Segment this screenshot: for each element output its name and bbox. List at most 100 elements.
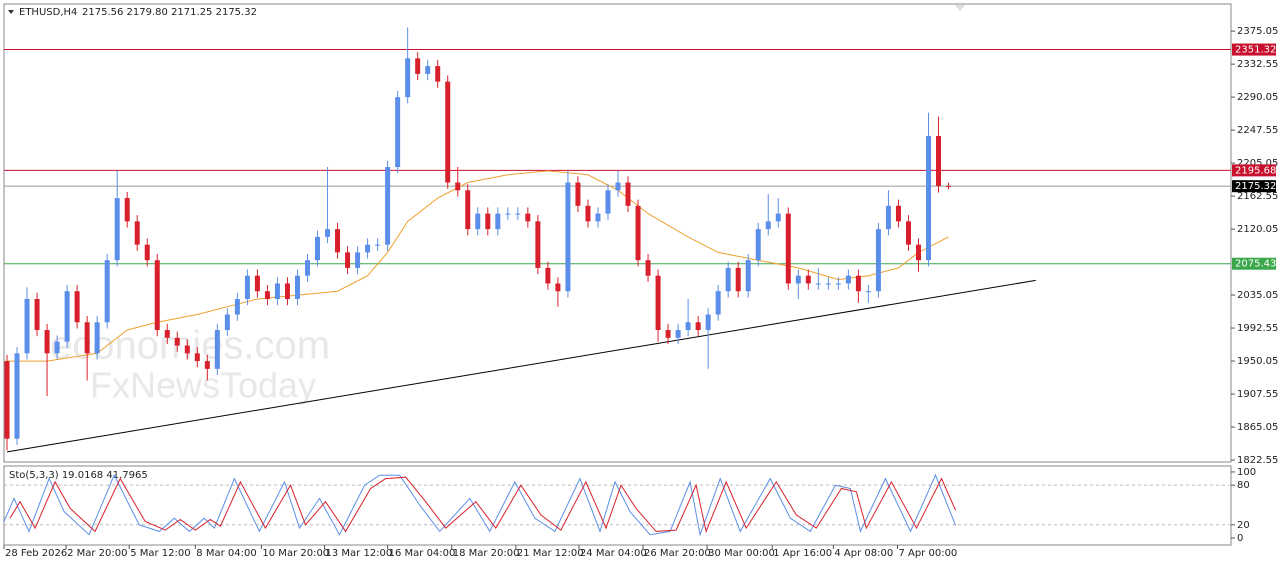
candle-body bbox=[785, 213, 791, 284]
candle-body bbox=[775, 213, 781, 222]
candle-body bbox=[525, 213, 531, 222]
y-tick-label: 80 bbox=[1237, 480, 1250, 491]
candle-body bbox=[214, 330, 220, 369]
candle-body bbox=[94, 322, 100, 354]
candle-body bbox=[535, 221, 541, 268]
candle-body bbox=[885, 205, 891, 230]
y-tick-label: 2290.05 bbox=[1237, 92, 1278, 103]
candle-body bbox=[445, 81, 451, 183]
candle-body bbox=[375, 244, 381, 246]
candle-body bbox=[224, 314, 230, 331]
candle-body bbox=[304, 260, 310, 276]
candle-body bbox=[335, 229, 341, 253]
candle-body bbox=[184, 345, 190, 354]
candle-body bbox=[675, 330, 681, 338]
candle-body bbox=[435, 66, 441, 82]
indicator-line bbox=[6, 279, 1036, 453]
candle-body bbox=[385, 167, 391, 245]
y-tick-label: 0 bbox=[1237, 533, 1243, 544]
y-tick-label: 2375.05 bbox=[1237, 26, 1278, 37]
candle-body bbox=[415, 58, 421, 74]
candle-body bbox=[595, 213, 601, 222]
candle-body bbox=[865, 291, 871, 293]
candle-body bbox=[14, 353, 20, 439]
indicator-title: Sto(5,3,3) 19.0168 41.7965 bbox=[9, 470, 148, 481]
candle-body bbox=[254, 275, 260, 292]
x-tick-label: 7 Apr 00:00 bbox=[898, 548, 957, 559]
candle-body bbox=[485, 213, 491, 230]
candle-body bbox=[355, 252, 361, 268]
candle-body bbox=[425, 66, 431, 74]
candle-body bbox=[875, 229, 881, 292]
y-tick-label: 1907.55 bbox=[1237, 389, 1278, 400]
candle-body bbox=[505, 213, 511, 215]
candle-body bbox=[855, 275, 861, 292]
candle-body bbox=[695, 322, 701, 331]
candle-body bbox=[465, 190, 471, 230]
candle-body bbox=[835, 283, 841, 285]
x-tick-label: 13 Mar 12:00 bbox=[326, 548, 393, 559]
candle-body bbox=[405, 58, 411, 98]
candle-body bbox=[284, 283, 290, 299]
candle-body bbox=[926, 135, 932, 261]
indicator-line bbox=[7, 170, 949, 362]
watermark-text: economies.com bbox=[50, 324, 330, 368]
candle-body bbox=[895, 205, 901, 222]
x-tick-label: 21 Mar 12:00 bbox=[517, 548, 584, 559]
candle-body bbox=[685, 322, 691, 331]
candle-body bbox=[575, 182, 581, 206]
candle-body bbox=[64, 291, 70, 342]
y-tick-label: 2205.05 bbox=[1237, 158, 1278, 169]
level-label-box bbox=[1232, 257, 1276, 270]
x-tick-label: 8 Mar 04:00 bbox=[196, 548, 256, 559]
candle-body bbox=[274, 283, 280, 299]
candle-body bbox=[946, 185, 952, 187]
y-tick-label: 1992.55 bbox=[1237, 323, 1278, 334]
candle-body bbox=[915, 244, 921, 261]
level-label-box bbox=[1232, 164, 1276, 177]
candle-body bbox=[84, 322, 90, 354]
y-tick-label: 2035.05 bbox=[1237, 290, 1278, 301]
menu-arrow bbox=[8, 10, 14, 14]
candle-body bbox=[134, 221, 140, 245]
y-tick-label: 100 bbox=[1237, 467, 1256, 478]
candle-body bbox=[164, 330, 170, 338]
candle-body bbox=[345, 252, 351, 268]
candle-body bbox=[395, 97, 401, 168]
candle-body bbox=[755, 229, 761, 261]
candle-body bbox=[515, 213, 521, 215]
candle-body bbox=[845, 275, 851, 284]
candle-body bbox=[825, 283, 831, 285]
candle-body bbox=[715, 291, 721, 315]
candle-body bbox=[645, 260, 651, 276]
x-tick-label: 30 Mar 00:00 bbox=[708, 548, 775, 559]
candle-body bbox=[655, 275, 661, 331]
x-tick-label: 5 Mar 12:00 bbox=[130, 548, 190, 559]
candle-body bbox=[34, 298, 40, 331]
candle-body bbox=[765, 221, 771, 230]
x-tick-label: 4 Apr 08:00 bbox=[834, 548, 893, 559]
candle-body bbox=[745, 260, 751, 292]
watermark: economies.com FxNewsToday bbox=[50, 324, 330, 406]
candle-body bbox=[625, 182, 631, 206]
candle-body bbox=[325, 229, 331, 237]
candle-body bbox=[495, 213, 501, 230]
shift-marker bbox=[955, 5, 965, 11]
candle-body bbox=[234, 298, 240, 315]
level-label: 2175.32 bbox=[1235, 181, 1276, 192]
candle-body bbox=[795, 275, 801, 284]
candle-body bbox=[154, 260, 160, 331]
y-tick-label: 1865.05 bbox=[1237, 422, 1278, 433]
candle-body bbox=[24, 298, 30, 354]
oscillator-panel bbox=[3, 465, 1232, 546]
level-label-box bbox=[1232, 180, 1276, 193]
candle-body bbox=[815, 283, 821, 285]
candle-body bbox=[104, 260, 110, 323]
plot-area bbox=[4, 27, 1231, 453]
candle-body bbox=[114, 198, 120, 261]
y-tick-label: 1950.05 bbox=[1237, 356, 1278, 367]
y-tick-label: 2120.05 bbox=[1237, 224, 1278, 235]
x-tick-label: 28 Feb 2026 bbox=[5, 548, 67, 559]
y-tick-label: 2332.55 bbox=[1237, 59, 1278, 70]
candle-body bbox=[365, 244, 371, 253]
